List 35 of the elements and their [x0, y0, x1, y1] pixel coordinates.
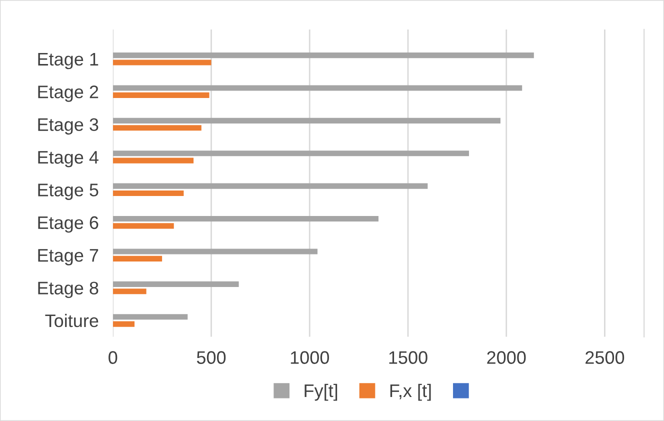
x-tick-label: 1000 — [290, 351, 329, 364]
bar — [112, 223, 174, 229]
bar — [112, 281, 239, 287]
y-tick-label: Etage 1 — [38, 53, 98, 70]
x-tick-label: 2000 — [487, 351, 526, 364]
y-tick-label: Etage 7 — [38, 249, 98, 266]
y-tick-label: Etage 4 — [38, 151, 98, 168]
y-tick-label: Etage 3 — [38, 118, 98, 135]
bar — [112, 150, 469, 156]
bar — [112, 321, 135, 327]
legend-label: F,x [t] — [390, 384, 431, 401]
bar — [112, 248, 318, 254]
bar — [112, 216, 378, 222]
y-tick-label: Toiture — [45, 314, 98, 328]
y-tick-label: Etage 2 — [38, 86, 98, 102]
x-tick-label: 1500 — [389, 351, 428, 364]
bar — [112, 85, 522, 91]
bar — [112, 92, 210, 98]
bar — [112, 125, 202, 131]
bar — [112, 52, 534, 58]
x-tick-label: 0 — [108, 351, 118, 364]
x-tick-label: 2500 — [586, 351, 624, 364]
y-tick-label: Etage 6 — [38, 216, 98, 233]
bar — [112, 118, 500, 124]
bar — [112, 158, 194, 164]
bar — [112, 60, 212, 66]
bar — [112, 288, 146, 294]
y-tick-label: Etage 8 — [38, 282, 98, 298]
x-tick-label: 500 — [196, 351, 226, 364]
legend-label: Fy[t] — [304, 384, 338, 401]
bar — [112, 256, 162, 262]
y-tick-label: Etage 5 — [38, 184, 98, 200]
bar — [112, 190, 184, 196]
bar — [112, 314, 188, 320]
bar — [112, 183, 428, 189]
